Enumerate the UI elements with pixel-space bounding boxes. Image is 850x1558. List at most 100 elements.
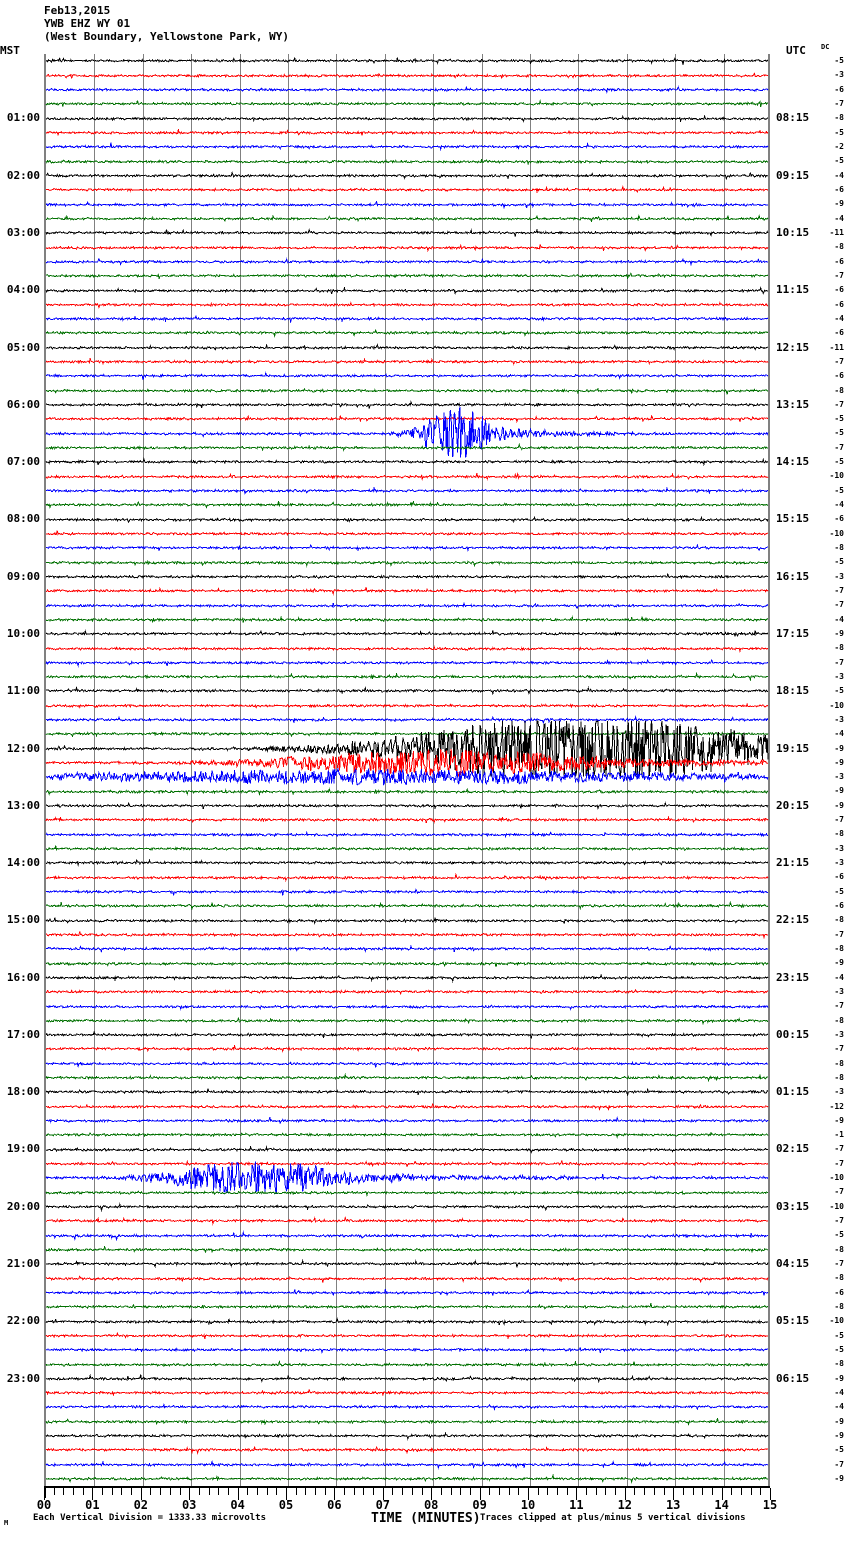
dc-value-row-77: -7: [834, 1158, 844, 1168]
footer-corner-mark: M: [4, 1519, 9, 1527]
x-tick-minor-5-4: [324, 1488, 326, 1495]
x-tick-minor-13-4: [711, 1488, 713, 1495]
dc-value-row-69: -7: [834, 1044, 844, 1054]
trace-row-82: [45, 1230, 769, 1242]
x-tick-minor-0-2: [63, 1488, 65, 1495]
x-tick-minor-7-2: [402, 1488, 404, 1495]
dc-value-row-40: -9: [834, 628, 844, 638]
trace-row-57: [45, 872, 769, 882]
x-tick-minor-6-3: [363, 1488, 365, 1495]
mst-tick-1200: 12:00: [6, 741, 40, 755]
mst-tick-0200: 02:00: [6, 168, 40, 182]
gridline-minute-9: [481, 54, 483, 1486]
trace-row-0: [45, 56, 769, 66]
trace-row-46: [45, 715, 769, 725]
header-location: (West Boundary, Yellowstone Park, WY): [44, 30, 290, 43]
x-tick-minor-8-1: [440, 1488, 442, 1495]
footer-scale-note: Each Vertical Division = 1333.33 microvo…: [33, 1513, 266, 1523]
mst-tick-1900: 19:00: [6, 1142, 40, 1156]
trace-row-54: [45, 830, 769, 838]
x-tick-minor-11-2: [595, 1488, 597, 1495]
x-label-15: 15: [762, 1498, 778, 1512]
trace-row-77: [45, 1159, 769, 1168]
dc-value-row-70: -8: [834, 1058, 844, 1068]
trace-row-98: [45, 1459, 769, 1470]
dc-value-row-99: -9: [834, 1473, 844, 1483]
trace-row-48: [45, 720, 769, 777]
x-tick-minor-3-3: [218, 1488, 220, 1495]
x-tick-minor-12-1: [634, 1488, 636, 1495]
trace-row-44: [45, 686, 769, 696]
trace-row-91: [45, 1359, 769, 1367]
x-tick-minor-6-2: [353, 1488, 355, 1495]
utc-tick-0215: 02:15: [776, 1142, 810, 1156]
vertical-gridlines: [46, 54, 768, 1486]
dc-value-row-48: -9: [834, 743, 844, 753]
trace-row-93: [45, 1388, 769, 1397]
utc-tick-1615: 16:15: [776, 569, 810, 583]
gridline-minute-6: [336, 54, 338, 1486]
dc-value-row-86: -6: [834, 1287, 844, 1297]
dc-value-row-39: -4: [834, 614, 844, 624]
dc-value-row-8: -4: [834, 170, 844, 180]
x-tick-major-8: [431, 1488, 433, 1500]
dc-value-row-19: -6: [834, 328, 844, 338]
dc-value-row-22: -6: [834, 371, 844, 381]
trace-row-16: [45, 285, 769, 295]
dc-value-row-25: -5: [834, 414, 844, 424]
x-tick-major-3: [189, 1488, 191, 1500]
x-tick-minor-6-1: [344, 1488, 346, 1495]
x-tick-minor-12-2: [644, 1488, 646, 1495]
x-tick-minor-7-1: [392, 1488, 394, 1495]
x-tick-minor-10-2: [547, 1488, 549, 1495]
helicorder-plot[interactable]: [44, 54, 770, 1486]
trace-row-81: [45, 1216, 769, 1226]
mst-tick-2200: 22:00: [6, 1314, 40, 1328]
x-tick-minor-13-1: [682, 1488, 684, 1495]
dc-value-row-32: -6: [834, 514, 844, 524]
dc-value-row-20: -11: [829, 342, 844, 352]
dc-value-row-85: -8: [834, 1273, 844, 1283]
mst-tick-0300: 03:00: [6, 226, 40, 239]
gridline-minute-3: [191, 54, 193, 1486]
gridline-minute-10: [530, 54, 531, 1486]
dc-value-row-82: -5: [834, 1230, 844, 1240]
dc-value-row-45: -10: [829, 700, 844, 710]
x-tick-minor-11-4: [615, 1488, 617, 1495]
trace-row-85: [45, 1274, 769, 1283]
trace-row-69: [45, 1044, 769, 1054]
dc-value-row-72: -3: [834, 1087, 844, 1097]
x-axis-corner: [44, 1486, 46, 1498]
gridline-minute-5: [288, 54, 289, 1486]
trace-row-21: [45, 357, 769, 366]
x-tick-major-2: [140, 1488, 142, 1500]
mst-tick-2000: 20:00: [6, 1199, 40, 1213]
x-tick-minor-4-1: [247, 1488, 249, 1495]
x-tick-minor-6-4: [373, 1488, 375, 1495]
trace-row-19: [45, 329, 769, 339]
dc-value-row-71: -8: [834, 1072, 844, 1082]
trace-row-96: [45, 1431, 769, 1441]
trace-row-71: [45, 1072, 769, 1083]
x-tick-minor-0-3: [73, 1488, 75, 1495]
mst-tick-0500: 05:00: [6, 340, 40, 354]
trace-row-23: [45, 387, 769, 395]
dc-value-row-3: -7: [834, 99, 844, 109]
x-label-01: 01: [85, 1498, 100, 1512]
x-label-07: 07: [375, 1498, 391, 1512]
dc-value-row-96: -9: [834, 1430, 844, 1440]
dc-value-row-67: -8: [834, 1015, 844, 1025]
utc-tick-0515: 05:15: [776, 1314, 810, 1328]
dc-value-row-79: -7: [834, 1187, 844, 1197]
x-tick-minor-7-4: [421, 1488, 423, 1495]
dc-value-row-38: -7: [834, 600, 844, 610]
trace-row-87: [45, 1303, 769, 1311]
dc-value-row-42: -7: [834, 657, 844, 667]
dc-value-row-58: -5: [834, 886, 844, 896]
dc-value-row-36: -3: [834, 571, 844, 581]
dc-value-row-60: -8: [834, 915, 844, 925]
dc-value-row-64: -4: [834, 972, 844, 982]
utc-tick-1415: 14:15: [776, 455, 810, 469]
x-tick-minor-5-2: [305, 1488, 307, 1495]
header-station: YWB EHZ WY 01: [44, 17, 131, 30]
